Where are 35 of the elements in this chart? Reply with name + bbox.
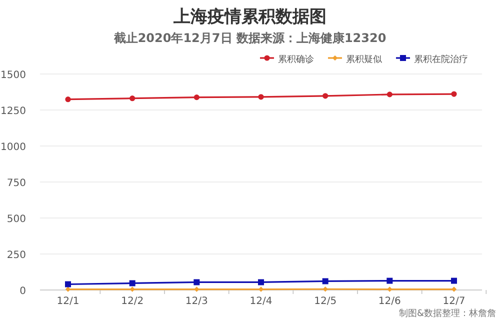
point — [65, 96, 71, 102]
x-tick-label: 12/5 — [314, 296, 337, 307]
chart-title: 上海疫情累积数据图 — [172, 7, 326, 27]
point — [322, 278, 328, 284]
point — [258, 279, 264, 286]
y-tick-label: 1250 — [0, 106, 26, 117]
y-tick-label: 500 — [6, 214, 26, 225]
point — [258, 94, 264, 100]
y-tick-label: 0 — [20, 286, 26, 297]
point — [322, 286, 328, 292]
point — [386, 92, 392, 98]
legend-label: 累积疑似 — [346, 54, 382, 65]
point — [129, 280, 136, 286]
legend-label: 累积确诊 — [278, 54, 314, 65]
x-tick-label: 12/4 — [250, 296, 272, 307]
x-tick-label: 12/2 — [121, 296, 144, 307]
text: 制图&数据整理：林詹詹 — [398, 308, 496, 319]
x-tick-label: 12/1 — [56, 296, 80, 307]
point — [194, 279, 200, 286]
y-tick-label: 1500 — [0, 70, 26, 81]
legend-label: 累积在院治疗 — [414, 54, 468, 65]
point — [451, 278, 457, 284]
point — [194, 94, 200, 100]
point — [451, 91, 457, 97]
point — [386, 278, 393, 284]
chart-subtitle: 截止2020年12月7日 数据来源：上海健康12320 — [112, 31, 386, 45]
x-tick-label: 12/3 — [185, 296, 208, 307]
y-tick-label: 750 — [6, 178, 26, 189]
x-tick-label: 12/7 — [442, 296, 466, 307]
point — [65, 281, 71, 288]
y-tick-label: 250 — [6, 250, 26, 261]
x-tick-label: 12/6 — [378, 296, 401, 307]
point — [322, 93, 328, 99]
point — [130, 96, 136, 102]
y-tick-label: 1000 — [0, 142, 26, 153]
